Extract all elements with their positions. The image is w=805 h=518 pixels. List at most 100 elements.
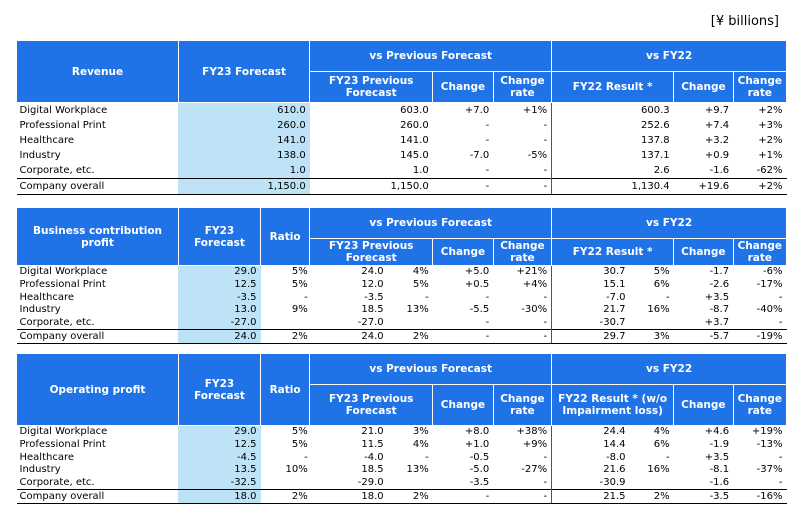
table-row: Company overall 1,150.0 1,150.0- -1,130.4 +1… [16,178,787,195]
fy23-previous-forecast-value: 1,150.0 [309,178,433,195]
row-label: Corporate, etc. [19,164,95,176]
change-value: +5.0 [464,266,490,278]
fy22-result-value: 137.8 [641,134,670,146]
change-value: - [432,489,494,505]
fy23-previous-forecast-value: -4.0 [364,451,384,463]
fy22-result-header: FY22 Result * [551,71,675,103]
change-value: +19.6 [673,178,734,195]
fy23-previous-forecast-value: 1.0 [412,164,429,176]
change-rate-value: -37% [756,464,783,476]
change-rate-value: -30% [493,304,553,317]
fy23-forecast-value: 29.0 [178,425,261,439]
fy22-result-value: 24.4 [603,426,626,438]
change-rate-value: +9% [493,438,553,452]
table-row: Corporate, etc. 1.0 1.0 - - 2.6 -1.6 -62% [17,163,787,179]
ratio-value: 5% [291,426,308,438]
change-value: -7.0 [469,149,490,161]
ratio-header: Ratio [259,353,311,426]
table-row: Company overall 24.0 2% 24.0 2% - -29.7 3% -5.7-… [16,329,787,345]
row-label: Corporate, etc. [19,317,95,329]
previous-ratio-value: 2% [387,489,433,505]
change-value: +1.0 [464,439,490,451]
change-header: Change [432,238,494,266]
table-row: Healthcare -3.5- -3.5- - - -7.0- +3.5- [17,291,787,305]
row-label: Healthcare [19,291,75,303]
vs-previous-forecast-header: vs Previous Forecast [309,40,553,72]
op-rows: Digital Workplace 29.0 5% 21.0 3% +8.0 +38% 24.… [16,425,787,505]
change-rate-value: - [778,291,783,303]
change-value: - [432,329,494,345]
change-value: +0.9 [704,149,730,161]
change-rate-value: - [778,451,783,463]
change-rate-value: -6% [763,266,783,278]
change-rate-value: -40% [756,304,783,316]
table-row: Healthcare -4.5- -4.0- -0.5- -8.0- +3.5- [17,451,787,465]
ratio-value: 2% [260,489,310,505]
previous-ratio-value: 5% [412,279,429,291]
change-value: -3.5 [673,489,734,505]
fy22-ratio-value: 4% [653,426,670,438]
change-rate-header: Change rate [732,384,788,426]
change-rate-value: -13% [756,439,783,451]
row-label: Industry [19,464,61,476]
table-row: Digital Workplace 610.0 603.0 +7.0 +1% 600.3 +… [17,102,787,118]
fy23-previous-forecast-value: 12.0 [361,279,384,291]
change-rate-value: -16% [733,489,787,505]
revenue-title: Revenue [16,40,179,103]
fy22-result-value: 1,130.4 [551,178,674,195]
bcp-title: Business contribution profit [16,207,179,266]
fy22-result-value: 14.4 [603,439,626,451]
change-value: +3.5 [704,451,730,463]
previous-ratio-value: 3% [412,426,429,438]
fy22-result-value: -7.0 [606,291,626,303]
change-value: - [485,134,490,146]
fy23-previous-forecast-value: -27.0 [357,317,384,329]
change-rate-header: Change rate [732,71,788,103]
fy23-previous-forecast-value: -3.5 [364,291,384,303]
change-rate-value: +3% [758,119,783,131]
vs-fy22-header: vs FY22 [551,40,787,72]
change-value: -5.5 [469,304,490,316]
change-rate-value: - [493,133,553,148]
change-value: +9.7 [704,104,730,116]
op-title: Operating profit [16,353,179,426]
row-label: Digital Workplace [19,266,108,278]
change-rate-value: +4% [493,278,553,292]
fy22-result-wo-impairment-header: FY22 Result * (w/o Impairment loss) [551,384,675,426]
fy22-result-value: 137.1 [641,149,670,161]
change-rate-value: +38% [493,425,553,439]
change-value: -3.5 [469,477,490,489]
ratio-value [261,317,310,330]
table-row: Digital Workplace 29.0 5% 24.0 4% +5.0 +21% 30.… [17,265,787,279]
row-label: Company overall [16,178,179,195]
table-row: Healthcare 141.0 141.0 - - 137.8 +3.2 +2% [17,133,787,148]
fy23-forecast-value: 1,150.0 [178,178,310,195]
fy22-ratio-value [630,317,674,330]
fy23-previous-forecast-header: FY23 Previous Forecast [309,71,434,103]
fy23-forecast-value: 24.0 [178,329,261,345]
fy23-previous-forecast-header: FY23 Previous Forecast [309,238,434,266]
change-rate-value: +2% [733,178,787,195]
table-row: Industry 13.0 9% 18.5 13% -5.5 -30% 21.7 16% -8.7… [17,304,787,317]
change-value: +3.7 [704,317,730,329]
fy22-ratio-value: - [666,451,670,463]
fy23-forecast-value: -27.0 [178,316,261,330]
change-value: -1.6 [709,164,730,176]
ratio-value [261,477,310,490]
row-label: Industry [19,304,61,316]
change-rate-value: - [493,476,553,490]
operating-profit-table: Operating profit FY23 Forecast Ratio vs … [16,353,788,505]
change-value: -2.6 [709,279,730,291]
fy22-result-value: 21.6 [603,464,626,476]
fy23-forecast-value: 610.0 [178,102,310,118]
change-value: +3.5 [704,291,730,303]
change-header: Change [673,384,734,426]
change-rate-value: - [493,316,553,330]
change-rate-value: +19% [751,426,783,438]
fy22-ratio-value: 5% [653,266,670,278]
previous-ratio-value [388,317,433,330]
fy23-forecast-header: FY23 Forecast [177,353,262,426]
revenue-table: Revenue FY23 Forecast vs Previous Foreca… [16,40,788,195]
change-value: - [485,291,490,303]
row-label: Digital Workplace [19,426,108,438]
